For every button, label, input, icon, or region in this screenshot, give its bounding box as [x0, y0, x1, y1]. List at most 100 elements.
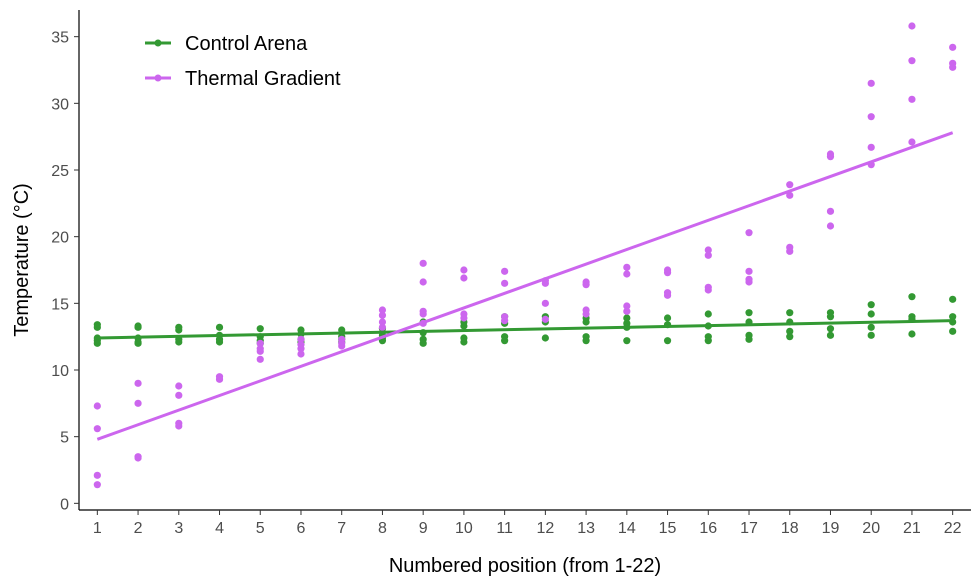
data-point-thermal-gradient	[297, 350, 305, 358]
x-tick-label: 4	[215, 520, 224, 537]
data-point-control-arena	[460, 338, 468, 346]
data-point-thermal-gradient	[704, 286, 712, 294]
data-point-thermal-gradient	[460, 314, 468, 322]
data-point-thermal-gradient	[378, 311, 387, 319]
data-point-control-arena	[93, 339, 101, 347]
data-point-control-arena	[582, 337, 590, 345]
x-tick-label: 18	[781, 520, 799, 537]
x-tick-label: 13	[577, 520, 595, 537]
data-point-thermal-gradient	[623, 302, 631, 310]
data-point-thermal-gradient	[175, 391, 183, 399]
data-point-control-arena	[949, 327, 957, 335]
data-point-control-arena	[786, 327, 794, 335]
data-point-control-arena	[908, 293, 916, 301]
trend-line-control-arena	[97, 319, 953, 340]
data-point-control-arena	[704, 310, 712, 318]
data-point-control-arena	[949, 313, 957, 321]
data-point-thermal-gradient	[908, 95, 916, 103]
data-point-control-arena	[826, 325, 835, 333]
x-tick-label: 7	[337, 520, 346, 537]
data-point-control-arena	[419, 339, 427, 347]
data-point-control-arena	[93, 323, 101, 331]
x-tick-label: 15	[659, 520, 677, 537]
data-point-thermal-gradient	[582, 281, 590, 289]
x-tick-label: 5	[256, 520, 265, 537]
data-point-thermal-gradient	[419, 310, 427, 318]
y-tick-label: 30	[51, 96, 69, 113]
legend-label-thermal-gradient: Thermal Gradient	[185, 68, 341, 90]
x-tick-label: 19	[822, 520, 840, 537]
data-point-thermal-gradient	[745, 229, 753, 237]
data-point-thermal-gradient	[826, 153, 835, 161]
y-tick-label: 25	[51, 163, 69, 180]
data-point-thermal-gradient	[501, 267, 509, 275]
data-point-thermal-gradient	[419, 278, 427, 286]
data-point-control-arena	[745, 309, 753, 317]
legend-swatch-dot-control-arena	[154, 39, 162, 47]
data-point-thermal-gradient	[297, 345, 305, 353]
data-point-thermal-gradient	[175, 422, 183, 430]
data-point-thermal-gradient	[541, 299, 549, 307]
data-point-control-arena	[745, 335, 753, 343]
x-tick-label: 2	[134, 520, 143, 537]
data-point-thermal-gradient	[419, 259, 427, 267]
data-point-thermal-gradient	[93, 471, 101, 479]
data-point-thermal-gradient	[338, 342, 346, 350]
data-point-control-arena	[175, 326, 183, 334]
data-point-control-arena	[623, 314, 631, 322]
data-point-thermal-gradient	[541, 279, 549, 287]
data-point-control-arena	[867, 323, 875, 331]
data-point-control-arena	[826, 331, 835, 339]
data-point-thermal-gradient	[704, 246, 712, 254]
data-point-thermal-gradient	[826, 222, 835, 230]
data-point-thermal-gradient	[175, 382, 183, 390]
data-point-thermal-gradient	[908, 138, 916, 146]
data-point-control-arena	[460, 322, 468, 330]
series-thermal-gradient	[93, 22, 957, 489]
data-point-thermal-gradient	[745, 267, 753, 275]
x-tick-label: 8	[378, 520, 387, 537]
data-point-thermal-gradient	[256, 347, 264, 355]
x-tick-label: 14	[618, 520, 636, 537]
data-point-thermal-gradient	[908, 22, 916, 30]
data-point-control-arena	[215, 323, 224, 331]
data-point-control-arena	[826, 313, 835, 321]
data-point-thermal-gradient	[867, 113, 875, 121]
data-point-control-arena	[134, 339, 142, 347]
y-axis-ticks: 0 5 10 15 20 25 30 35	[51, 30, 79, 513]
y-tick-label: 0	[60, 496, 69, 513]
data-point-thermal-gradient	[745, 278, 753, 286]
data-point-thermal-gradient	[256, 339, 264, 347]
x-tick-label: 1	[93, 520, 102, 537]
x-tick-label: 10	[455, 520, 473, 537]
data-point-thermal-gradient	[541, 315, 549, 323]
data-point-thermal-gradient	[623, 263, 631, 271]
data-point-thermal-gradient	[623, 270, 631, 278]
legend-item-control-arena: Control Arena	[145, 33, 308, 55]
plot-area	[93, 22, 957, 489]
data-point-thermal-gradient	[93, 402, 101, 410]
data-point-thermal-gradient	[297, 335, 305, 343]
data-point-control-arena	[256, 325, 264, 333]
data-point-thermal-gradient	[460, 274, 468, 282]
data-point-thermal-gradient	[378, 306, 387, 314]
data-point-control-arena	[215, 338, 224, 346]
data-point-control-arena	[541, 334, 549, 342]
x-tick-label: 9	[419, 520, 428, 537]
data-point-thermal-gradient	[867, 143, 875, 151]
data-point-thermal-gradient	[256, 355, 264, 363]
x-tick-label: 17	[740, 520, 758, 537]
x-axis-title: Numbered position (from 1-22)	[389, 555, 661, 577]
data-point-thermal-gradient	[786, 247, 794, 255]
y-tick-label: 20	[51, 230, 69, 247]
data-point-control-arena	[623, 337, 631, 345]
data-point-control-arena	[175, 338, 183, 346]
legend-swatch-dot-thermal-gradient	[154, 74, 162, 82]
data-point-thermal-gradient	[908, 57, 916, 65]
data-point-control-arena	[786, 309, 794, 317]
x-tick-label: 3	[174, 520, 183, 537]
x-axis-ticks: 1 2 3 4 5 6 7 8 9 10 11 12 13 14 15 16 17 18 19 20 21 22	[93, 510, 962, 537]
y-tick-label: 35	[51, 30, 69, 47]
y-tick-label: 15	[51, 296, 69, 313]
